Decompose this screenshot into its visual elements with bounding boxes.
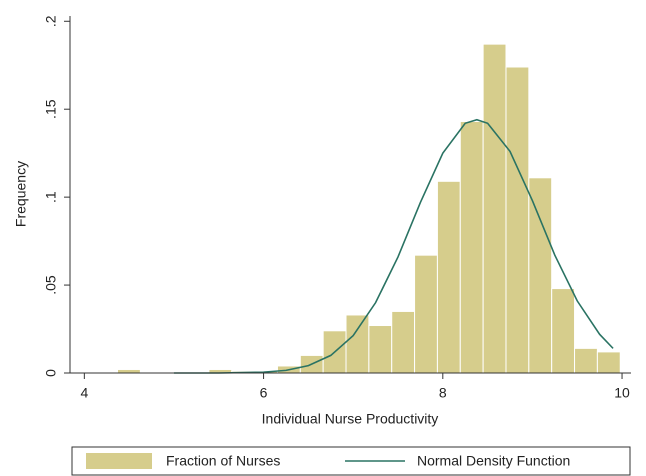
density-line (173, 118, 614, 374)
bar (482, 43, 507, 374)
bar (596, 351, 621, 374)
x-tick-label: 4 (80, 385, 88, 401)
bar (551, 288, 576, 374)
legend-swatch (86, 453, 152, 469)
x-tick-label: 8 (439, 385, 447, 401)
y-tick-label: .05 (43, 275, 59, 295)
legend-label: Fraction of Nurses (166, 453, 280, 469)
x-tick-label: 10 (614, 385, 630, 401)
x-tick-label: 6 (260, 385, 268, 401)
bar (391, 310, 416, 374)
y-axis-label: Frequency (13, 161, 29, 227)
y-tick-label: .1 (43, 191, 59, 203)
y-tick-label: .15 (43, 99, 59, 119)
legend-box (71, 446, 631, 476)
bar (414, 254, 438, 374)
y-tick-label: .2 (43, 15, 59, 27)
bar (368, 325, 393, 374)
legend-label: Normal Density Function (417, 453, 570, 469)
bar (528, 177, 553, 374)
bar (574, 347, 598, 374)
bar (345, 314, 370, 374)
bar (505, 66, 530, 374)
bar (116, 368, 141, 374)
y-tick-label: 0 (43, 369, 59, 377)
bar (436, 180, 461, 374)
x-axis-label: Individual Nurse Productivity (262, 411, 439, 427)
bar (459, 121, 484, 374)
